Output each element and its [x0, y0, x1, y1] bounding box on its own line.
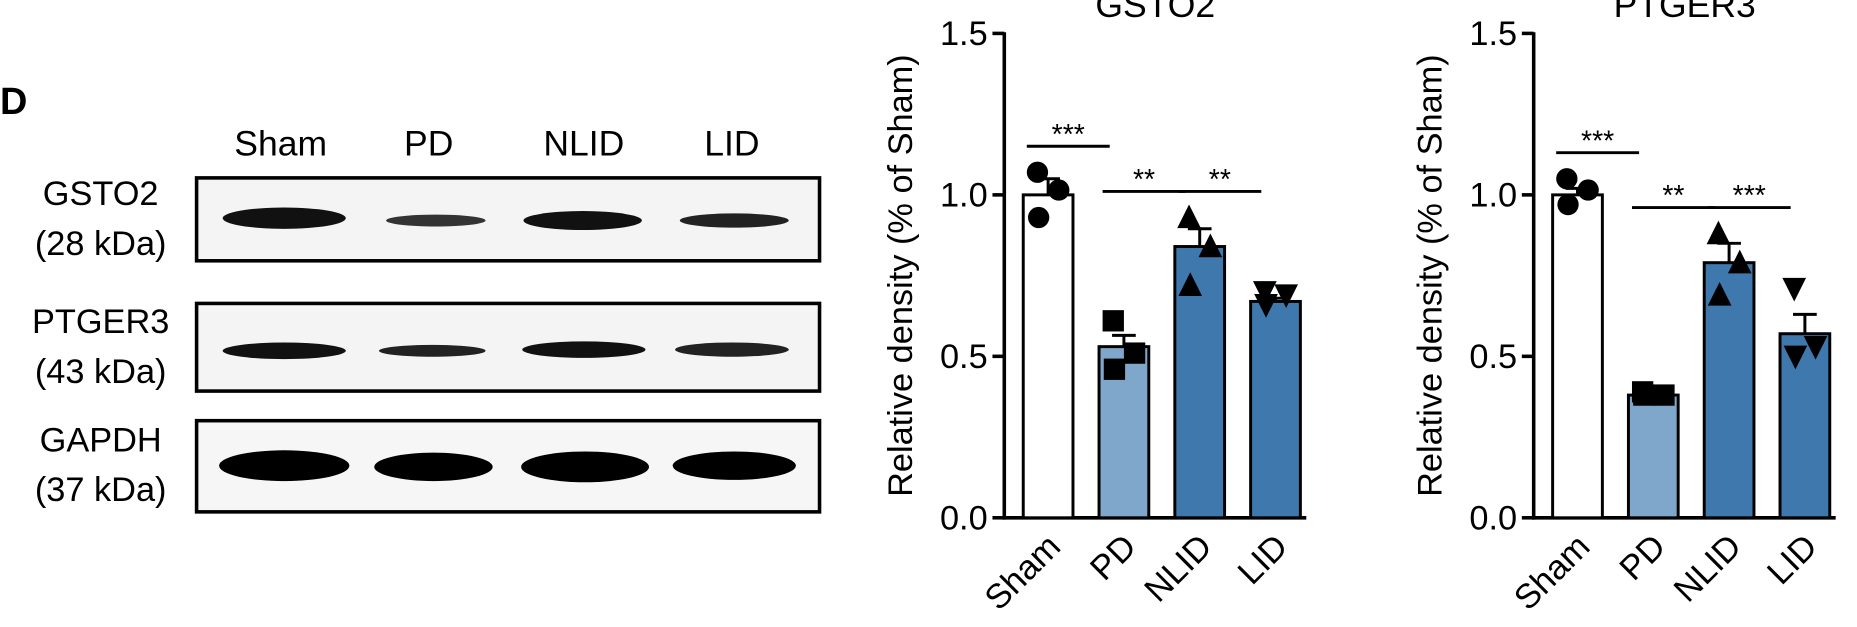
significance-label: *** — [1733, 180, 1766, 212]
error-bar — [1793, 312, 1817, 334]
data-point — [1577, 179, 1599, 201]
data-point — [1706, 220, 1731, 245]
band — [522, 341, 646, 358]
chart-title: GSTO2 — [1095, 0, 1215, 25]
bar — [1551, 193, 1604, 520]
y-tick-label: 0.5 — [1469, 338, 1517, 376]
data-point — [1653, 384, 1675, 406]
band-name: GAPDH — [40, 421, 162, 459]
data-point — [1633, 384, 1655, 406]
data-point — [1803, 335, 1828, 360]
chart: PTGER3 Relative density (% of Sham) 0.0 0.5… — [1411, 0, 1836, 618]
significance-label: ** — [1133, 164, 1155, 196]
data-point — [1274, 284, 1299, 309]
significance-label: *** — [1052, 119, 1085, 151]
x-tick-label: PD — [1613, 527, 1674, 588]
lane-label: PD — [404, 123, 453, 163]
data-point — [1557, 193, 1579, 216]
chart-title: PTGER3 — [1614, 0, 1756, 25]
y-axis-label: Relative density (% of Sham) — [1411, 54, 1449, 497]
lane-label: NLID — [543, 123, 624, 163]
band — [675, 342, 789, 357]
data-point — [1707, 281, 1732, 306]
x-tick-label: Sham — [978, 527, 1068, 617]
blot — [194, 176, 822, 514]
data-point — [1102, 310, 1124, 332]
band-size: (37 kDa) — [35, 471, 167, 509]
data-point — [1556, 168, 1578, 190]
data-point — [1026, 161, 1049, 183]
significance-label: ** — [1662, 180, 1684, 212]
band — [386, 214, 486, 227]
band — [521, 451, 650, 483]
data-point — [1783, 345, 1808, 370]
data-point — [1177, 204, 1201, 229]
bar — [1173, 245, 1227, 520]
y-tick-label: 0.5 — [940, 338, 988, 376]
significance-label: ** — [1209, 164, 1231, 196]
x-tick-label: NLID — [1137, 527, 1219, 609]
y-tick-label: 0.0 — [1469, 500, 1517, 538]
band — [679, 213, 789, 228]
panel-label: D — [0, 81, 27, 123]
x-tick-label: LID — [1231, 527, 1296, 592]
y-tick-label: 1.5 — [940, 15, 988, 53]
band — [374, 452, 493, 482]
x-tick-label: LID — [1760, 527, 1825, 592]
band-size: (43 kDa) — [35, 353, 167, 391]
y-tick-label: 0.0 — [940, 500, 988, 538]
significance-label: *** — [1581, 125, 1614, 157]
data-point — [1123, 342, 1146, 364]
band-size: (28 kDa) — [35, 225, 167, 263]
data-point — [1048, 179, 1070, 201]
data-point — [1198, 233, 1223, 258]
x-tick-label: PD — [1083, 527, 1144, 588]
band — [672, 451, 796, 480]
band-name: PTGER3 — [32, 303, 169, 341]
data-point — [1103, 358, 1126, 380]
y-tick-label: 1.0 — [1469, 177, 1517, 215]
y-tick-label: 1.5 — [1469, 15, 1517, 53]
band-name: GSTO2 — [43, 175, 159, 213]
lane-label: Sham — [234, 123, 327, 163]
data-point — [1027, 206, 1050, 229]
y-axis-label: Relative density (% of Sham) — [882, 54, 920, 497]
band — [378, 344, 486, 357]
error-bar — [1187, 227, 1212, 247]
data-point — [1178, 272, 1203, 296]
band — [222, 342, 346, 360]
bar — [1249, 299, 1302, 520]
x-tick-label: NLID — [1667, 527, 1749, 609]
data-point — [1253, 281, 1277, 305]
bar — [1778, 332, 1832, 520]
chart: GSTO2 Relative density (% of Sham) 0.0 0.5 1… — [882, 0, 1307, 618]
band — [222, 207, 346, 229]
y-tick-label: 1.0 — [940, 177, 988, 215]
lane-label: LID — [704, 123, 759, 163]
data-point — [1727, 249, 1752, 274]
data-point — [1782, 277, 1807, 302]
x-tick-label: Sham — [1507, 527, 1597, 617]
data-point — [1254, 294, 1278, 318]
bar — [1626, 393, 1680, 520]
band — [219, 450, 350, 482]
band — [523, 211, 642, 231]
bar — [1021, 193, 1075, 520]
